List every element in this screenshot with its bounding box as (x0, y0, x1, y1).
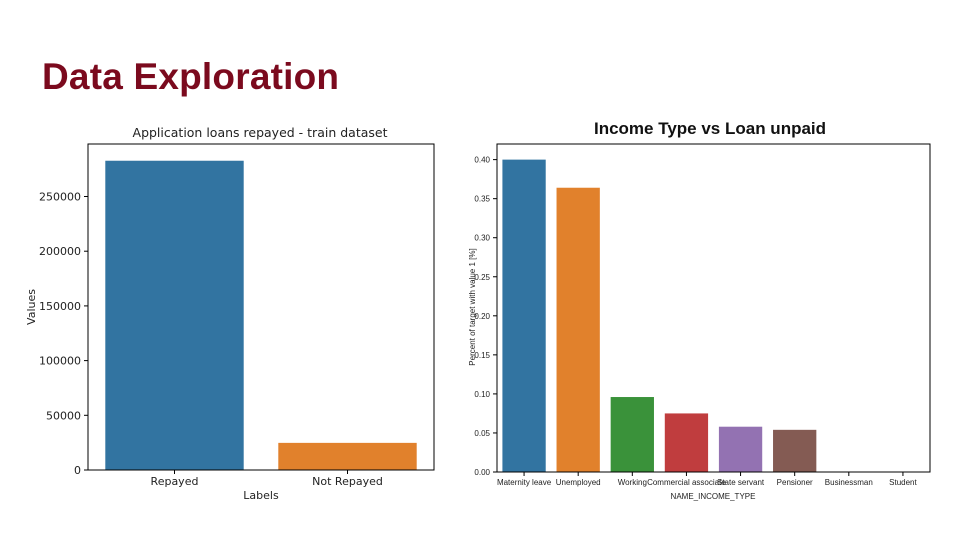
bar-pensioner (773, 429, 817, 472)
chart1-xlabel: Labels (243, 489, 279, 502)
x-tick-label-maternity-leave: Maternity leave (497, 478, 552, 487)
chart1-bars (105, 160, 417, 470)
chart1-yaxis: 0 50000 100000 150000 200000 250000 (39, 191, 88, 477)
x-tick-label-state-servant: State servant (717, 478, 765, 487)
y-tick-label-8: 0.40 (474, 156, 490, 165)
x-tick-label-student: Student (889, 478, 917, 487)
chart2-xaxis: Maternity leave Unemployed Working Commerci… (497, 472, 918, 487)
x-tick-label-working: Working (618, 478, 647, 487)
y-tick-label-4: 0.20 (474, 312, 490, 321)
y-tick-label-2: 0.10 (474, 390, 490, 399)
y-tick-label-0: 0.00 (474, 468, 490, 477)
x-tick-label-unemployed: Unemployed (556, 478, 601, 487)
y-tick-label-5: 250000 (39, 191, 81, 204)
chart2-bars (502, 159, 817, 472)
slide-title: Data Exploration (42, 56, 340, 97)
bar-state-servant (718, 426, 763, 472)
bar-not-repayed (278, 442, 417, 470)
chart2-ylabel: Percent of target with value 1 [%] (468, 248, 477, 365)
bar-maternity-leave (502, 159, 546, 472)
chart2-yaxis: 0.00 0.05 0.10 0.15 0.20 0.25 0.30 0.35 0.40 (474, 156, 497, 477)
chart-income-type: Income Type vs Loan unpaid 0.000.050.100… (468, 119, 931, 501)
chart2-xlabel: NAME_INCOME_TYPE (671, 492, 756, 501)
bar-working (610, 397, 654, 472)
chart2-frame (496, 143, 931, 473)
chart-repayment: Application loans repayed - train datase… (25, 125, 435, 502)
chart2-title: Income Type vs Loan unpaid (594, 119, 826, 138)
bar-repayed (105, 160, 244, 470)
bar-unemployed (556, 187, 600, 472)
chart1-title: Application loans repayed - train datase… (133, 125, 388, 140)
y-tick-label-1: 0.05 (474, 429, 490, 438)
y-tick-label-2: 100000 (39, 355, 81, 368)
x-tick-label-pensioner: Pensioner (777, 478, 813, 487)
y-tick-label-6: 0.30 (474, 234, 490, 243)
x-tick-label-businessman: Businessman (825, 478, 873, 487)
y-tick-label-4: 200000 (39, 245, 81, 258)
y-tick-label-3: 0.15 (474, 351, 490, 360)
y-tick-label-3: 150000 (39, 300, 81, 313)
chart1-frame (87, 143, 435, 471)
y-tick-label-1: 50000 (46, 409, 81, 422)
y-tick-label-7: 0.35 (474, 195, 490, 204)
chart1-ylabel: Values (25, 289, 38, 325)
x-tick-label-commercial-associate: Commercial associate (647, 478, 726, 487)
y-tick-label-5: 0.25 (474, 273, 490, 282)
chart1-xaxis: Repayed Not Repayed (151, 470, 383, 488)
x-tick-label-not-repayed: Not Repayed (312, 475, 383, 488)
y-tick-label-0: 0 (74, 464, 81, 477)
x-tick-label-repayed: Repayed (151, 475, 199, 488)
bar-commercial-associate (664, 413, 709, 472)
